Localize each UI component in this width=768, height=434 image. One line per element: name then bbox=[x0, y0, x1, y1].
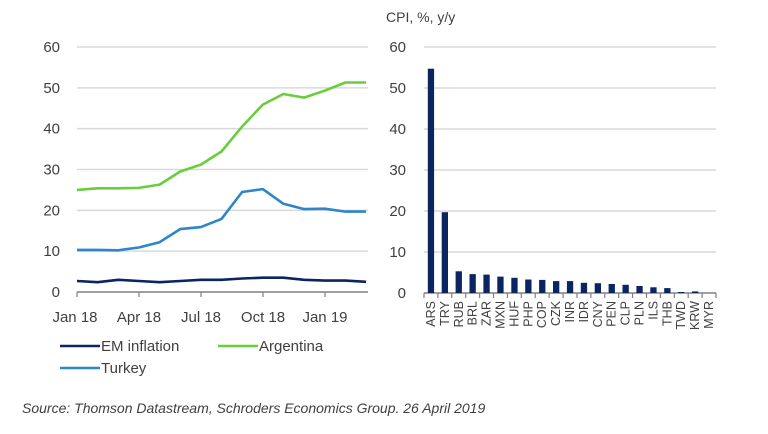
bar-mxn bbox=[497, 276, 504, 293]
y-tick-label: 10 bbox=[43, 243, 60, 260]
bar-huf bbox=[511, 277, 518, 293]
right-x-axis: ARS TRY RUB BRL ZAR MXN HUF PHP COP CZK INR IDR CNY P… bbox=[423, 292, 717, 330]
legend-label: Argentina bbox=[259, 338, 324, 355]
x-category-label: TWD bbox=[674, 301, 688, 329]
bar-rub bbox=[455, 271, 462, 293]
left-legend: EM inflation Argentina Turkey bbox=[60, 338, 324, 377]
series-line-turkey bbox=[77, 187, 366, 252]
bar-thb bbox=[664, 288, 671, 293]
x-category-label: RUB bbox=[452, 301, 466, 327]
bar-krw bbox=[692, 291, 699, 293]
left-x-axis: Jan 18 Apr 18 Jul 18 Oct 18 Jan 19 bbox=[52, 291, 368, 326]
bar-czk bbox=[553, 281, 560, 293]
x-category-label: TRY bbox=[438, 300, 452, 325]
series-line-argentina bbox=[76, 81, 366, 192]
y-tick-label: 50 bbox=[389, 80, 406, 97]
bar-inr bbox=[566, 281, 574, 293]
left-gridlines bbox=[77, 46, 368, 252]
x-category-label: CLP bbox=[619, 301, 633, 325]
bar-php bbox=[525, 279, 532, 293]
bar-cny bbox=[594, 283, 601, 293]
x-category-label: MXN bbox=[493, 301, 507, 329]
y-tick-label: 60 bbox=[389, 39, 406, 56]
left-y-axis: 0 10 20 30 40 50 60 bbox=[43, 39, 60, 301]
right-bars bbox=[427, 68, 699, 294]
bar-clp bbox=[622, 284, 629, 293]
bar-try bbox=[441, 212, 448, 293]
left-series-lines bbox=[76, 81, 367, 284]
x-tick-label: Apr 18 bbox=[117, 309, 161, 326]
y-tick-label: 30 bbox=[43, 162, 60, 179]
y-tick-label: 20 bbox=[389, 203, 406, 220]
bar-pln bbox=[636, 286, 643, 293]
x-tick-label: Jan 18 bbox=[52, 309, 97, 326]
x-tick-label: Jan 19 bbox=[302, 309, 347, 326]
legend-label: Turkey bbox=[101, 360, 147, 377]
x-category-label: PHP bbox=[521, 301, 535, 327]
bar-ils bbox=[650, 287, 657, 293]
bar-brl bbox=[469, 274, 476, 293]
bar-idr bbox=[580, 282, 588, 294]
y-tick-label: 20 bbox=[43, 202, 60, 219]
x-category-label: MYR bbox=[702, 301, 716, 329]
x-category-label: HUF bbox=[507, 301, 521, 327]
right-gridlines bbox=[424, 46, 716, 253]
y-tick-label: 0 bbox=[398, 285, 406, 302]
y-tick-label: 30 bbox=[389, 162, 406, 179]
x-category-label: CZK bbox=[549, 300, 563, 326]
x-category-label: KRW bbox=[688, 301, 702, 330]
x-tick-label: Jul 18 bbox=[181, 309, 221, 326]
right-y-axis: 0 10 20 30 40 50 60 bbox=[389, 39, 406, 302]
y-tick-label: 60 bbox=[43, 39, 60, 56]
right-chart-title: CPI, %, y/y bbox=[386, 9, 455, 25]
source-note: Source: Thomson Datastream, Schroders Ec… bbox=[22, 400, 486, 416]
x-category-label: COP bbox=[535, 301, 549, 328]
legend-label: EM inflation bbox=[101, 338, 179, 355]
x-category-label: ARS bbox=[424, 301, 438, 327]
x-category-label: PLN bbox=[633, 301, 647, 325]
x-category-label: ZAR bbox=[480, 301, 494, 326]
x-category-label: CNY bbox=[591, 300, 605, 327]
y-tick-label: 50 bbox=[43, 80, 60, 97]
bar-pen bbox=[608, 284, 615, 293]
bar-ars bbox=[427, 68, 435, 293]
x-tick-label: Oct 18 bbox=[241, 309, 285, 326]
y-tick-label: 40 bbox=[389, 121, 406, 138]
series-line-em-inflation bbox=[76, 276, 367, 284]
x-category-label: PEN bbox=[605, 301, 619, 327]
bar-cop bbox=[539, 279, 546, 293]
x-category-label: INR bbox=[563, 301, 577, 323]
x-category-label: ILS bbox=[646, 301, 660, 320]
x-category-label: BRL bbox=[466, 301, 480, 325]
y-tick-label: 10 bbox=[389, 244, 406, 261]
bar-twd bbox=[678, 292, 685, 293]
x-category-label: THB bbox=[660, 301, 674, 326]
y-tick-label: 0 bbox=[52, 284, 60, 301]
x-category-label: IDR bbox=[577, 301, 591, 323]
y-tick-label: 40 bbox=[43, 121, 60, 138]
bar-zar bbox=[483, 274, 490, 293]
